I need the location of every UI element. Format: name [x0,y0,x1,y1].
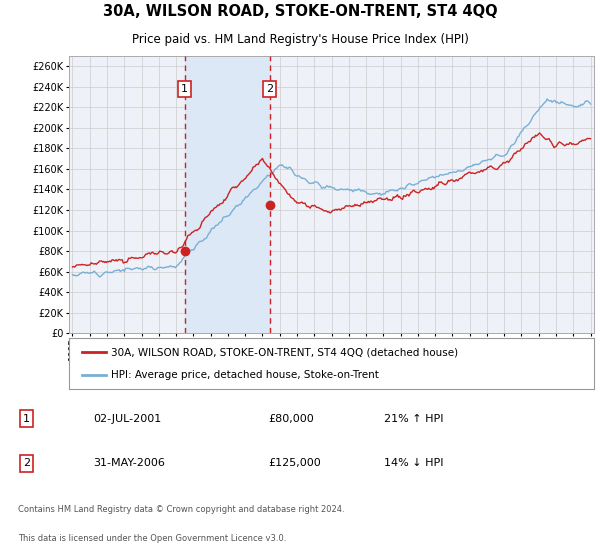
Bar [185,56,269,333]
Text: £80,000: £80,000 [268,414,314,423]
Text: 30A, WILSON ROAD, STOKE-ON-TRENT, ST4 4QQ (detached house): 30A, WILSON ROAD, STOKE-ON-TRENT, ST4 4Q… [111,347,458,357]
Text: 14% ↓ HPI: 14% ↓ HPI [385,459,444,468]
Text: 02-JUL-2001: 02-JUL-2001 [94,414,162,423]
Text: This data is licensed under the Open Government Licence v3.0.: This data is licensed under the Open Gov… [18,534,286,543]
Text: HPI: Average price, detached house, Stoke-on-Trent: HPI: Average price, detached house, Stok… [111,370,379,380]
Text: 30A, WILSON ROAD, STOKE-ON-TRENT, ST4 4QQ: 30A, WILSON ROAD, STOKE-ON-TRENT, ST4 4Q… [103,3,497,18]
Text: £125,000: £125,000 [268,459,321,468]
Text: 2: 2 [23,459,30,468]
Text: 21% ↑ HPI: 21% ↑ HPI [385,414,444,423]
Text: Contains HM Land Registry data © Crown copyright and database right 2024.: Contains HM Land Registry data © Crown c… [18,505,344,514]
Text: 1: 1 [181,84,188,94]
Text: 31-MAY-2006: 31-MAY-2006 [94,459,166,468]
Text: 1: 1 [23,414,30,423]
Text: Price paid vs. HM Land Registry's House Price Index (HPI): Price paid vs. HM Land Registry's House … [131,33,469,46]
Text: 2: 2 [266,84,273,94]
